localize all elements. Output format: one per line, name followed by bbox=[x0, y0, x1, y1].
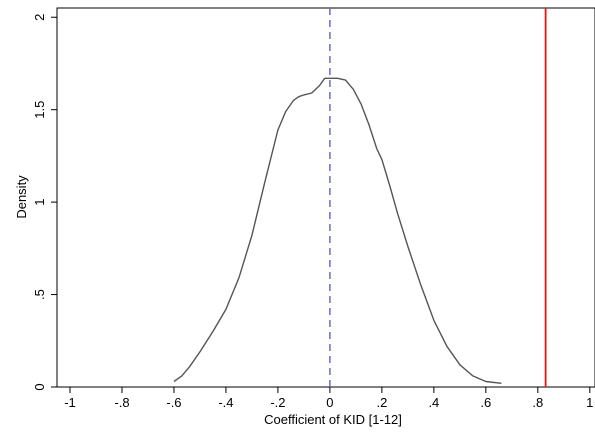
density-curve bbox=[173, 77, 502, 384]
x-tick-label: 0 bbox=[326, 395, 333, 410]
x-tick-label: .6 bbox=[480, 395, 491, 410]
x-tick-label: 1 bbox=[586, 395, 593, 410]
plot-border bbox=[56, 7, 595, 388]
x-tick-label: .4 bbox=[428, 395, 439, 410]
x-tick-label: -.6 bbox=[166, 395, 181, 410]
y-axis: 0 .5 1 1.5 2 bbox=[32, 14, 57, 391]
x-tick-label: -1 bbox=[64, 395, 76, 410]
y-tick-label: 1 bbox=[32, 199, 47, 206]
plot-frame bbox=[56, 7, 595, 388]
reference-lines bbox=[329, 8, 547, 387]
x-tick-label: .8 bbox=[532, 395, 543, 410]
y-axis-title: Density bbox=[14, 175, 29, 219]
x-tick-label: -.2 bbox=[270, 395, 285, 410]
x-tick-label: -.4 bbox=[218, 395, 233, 410]
x-axis-title: Coefficient of KID [1-12] bbox=[264, 412, 402, 427]
x-tick-label: .2 bbox=[376, 395, 387, 410]
y-tick-label: 0 bbox=[32, 383, 47, 390]
x-axis: -1 -.8 -.6 -.4 -.2 0 .2 .4 .6 .8 1 bbox=[64, 387, 593, 410]
y-tick-label: 1.5 bbox=[32, 101, 47, 119]
series-layer bbox=[173, 77, 502, 384]
y-tick-label: .5 bbox=[32, 289, 47, 300]
y-tick-label: 2 bbox=[32, 14, 47, 21]
x-tick-label: -.8 bbox=[114, 395, 129, 410]
